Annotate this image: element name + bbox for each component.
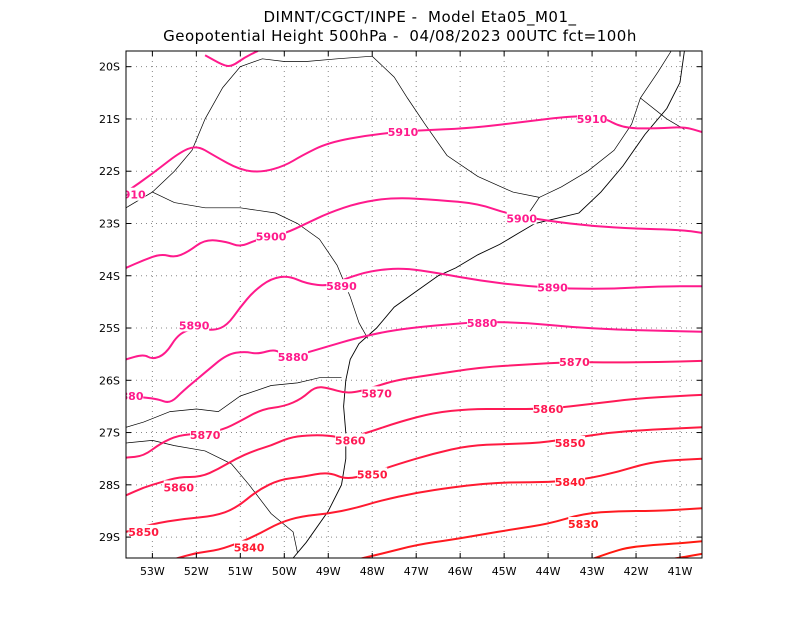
contour-label-bg [467, 315, 498, 329]
lon-tick-label: 42W [624, 565, 649, 578]
contour-label-5850: 5850 [128, 526, 159, 539]
lat-tick-label: 23S [99, 217, 120, 230]
contour-label-5870: 5870 [190, 429, 221, 442]
map-frame [125, 50, 703, 559]
contour-label-bg [357, 467, 388, 481]
lat-tick-label: 26S [99, 374, 120, 387]
contour-5860 [126, 393, 702, 497]
lon-tick-label: 46W [448, 565, 473, 578]
contour-label-5850: 5850 [357, 468, 388, 481]
contour-label-bg [126, 187, 146, 201]
contour-label-bg [537, 280, 568, 294]
contour-5870 [126, 359, 702, 459]
contour-label-5910: 5910 [388, 126, 419, 139]
lon-tick-label: 43W [580, 565, 605, 578]
contour-label-5880: 5880 [467, 317, 498, 330]
political-borders [126, 51, 685, 558]
contour-label-5850: 5850 [555, 437, 586, 450]
lon-tick-label: 47W [404, 565, 429, 578]
contour-label-bg [335, 433, 366, 447]
contour-label-5840: 5840 [555, 476, 586, 489]
contour-label-5840: 5840 [234, 542, 265, 555]
state-border [126, 440, 298, 553]
lat-tick-label: 29S [99, 531, 120, 544]
lat-tick-label: 21S [99, 113, 120, 126]
state-border [371, 51, 672, 198]
contour-5910 [126, 115, 702, 193]
contour-label-bg [179, 318, 210, 332]
contour-label-bg [128, 524, 159, 538]
contour-label-5860: 5860 [533, 403, 564, 416]
state-border [640, 97, 685, 130]
contour-label-bg [555, 436, 586, 450]
contour-label-5860: 5860 [163, 481, 194, 494]
contour-label-bg [577, 111, 608, 125]
contour-label-bg [555, 475, 586, 489]
state-border [126, 377, 342, 428]
contour-label-bg [326, 279, 357, 293]
contour-5820 [591, 540, 702, 558]
contour-label-bg [256, 229, 287, 243]
contour-label-5900: 5900 [506, 212, 537, 225]
contour-label-5870: 5870 [559, 356, 590, 369]
lat-tick-label: 27S [99, 427, 120, 440]
contour-5890 [126, 267, 702, 361]
lat-tick-label: 25S [99, 322, 120, 335]
contour-label-5910: 5910 [115, 189, 146, 202]
lon-tick-label: 45W [492, 565, 517, 578]
contour-labels: 5910 5910 5910 5900 5900 5890 5890 5890 5880 5880… [113, 111, 608, 555]
latitude-axis: 20S 21S 22S 23S 24S 25S 26S 27S 28S 29S [99, 61, 702, 544]
contour-5850 [126, 426, 702, 533]
map-title-line1: DIMNT/CGCT/INPE - Model Eta05_M01_ [263, 8, 577, 26]
state-border [152, 191, 369, 339]
lat-tick-label: 24S [99, 270, 120, 283]
contour-label-5910: 5910 [577, 113, 608, 126]
contour-label-bg [533, 402, 564, 416]
contour-label-5880: 5880 [113, 390, 144, 403]
contour-label-bg [278, 349, 309, 363]
contour-label-bg [234, 540, 265, 554]
state-border [126, 55, 373, 209]
lon-tick-label: 49W [316, 565, 341, 578]
contour-label-5860: 5860 [335, 434, 366, 447]
contour-label-5890: 5890 [326, 280, 357, 293]
contour-label-5880: 5880 [278, 351, 309, 364]
lon-tick-label: 53W [140, 565, 165, 578]
contour-5830 [358, 507, 702, 558]
lat-tick-label: 22S [99, 165, 120, 178]
contour-label-bg [506, 211, 537, 225]
contour-label-bg [361, 386, 392, 400]
lon-tick-label: 50W [272, 565, 297, 578]
contour-label-bg [163, 480, 194, 494]
contour-label-bg [388, 125, 419, 139]
contour-5910 [204, 51, 259, 68]
lat-tick-label: 28S [99, 479, 120, 492]
contour-label-5890: 5890 [537, 281, 568, 294]
map-title-line2: Geopotential Height 500hPa - 04/08/2023 … [163, 27, 637, 45]
contour-label-5830: 5830 [568, 518, 599, 531]
lon-tick-label: 51W [228, 565, 253, 578]
contour-label-5900: 5900 [256, 231, 287, 244]
coastline [292, 51, 685, 558]
lat-tick-label: 20S [99, 61, 120, 74]
lon-tick-label: 44W [536, 565, 561, 578]
contour-label-bg [190, 428, 221, 442]
lon-tick-label: 52W [184, 565, 209, 578]
contour-label-5890: 5890 [179, 319, 210, 332]
contour-5900 [126, 197, 702, 269]
contour-label-bg [126, 388, 144, 402]
lon-tick-label: 48W [360, 565, 385, 578]
contour-label-5870: 5870 [361, 387, 392, 400]
contour-label-bg [568, 517, 599, 531]
lon-tick-label: 41W [668, 565, 693, 578]
contour-label-bg [559, 354, 590, 368]
longitude-axis: 53W 52W 51W 50W 49W 48W 47W 46W 45W 44W 43W 42W 41W [140, 51, 693, 578]
lat-lon-grid [126, 51, 702, 558]
